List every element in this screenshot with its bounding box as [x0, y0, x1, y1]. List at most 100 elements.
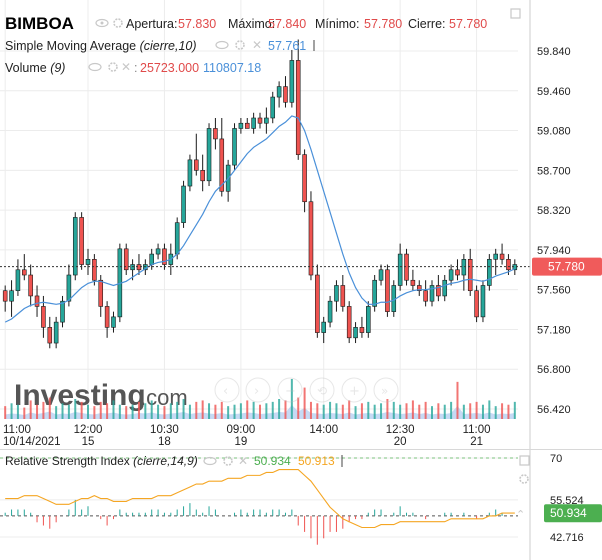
rsi-axis: 70 55.524 42.716 50.934: [544, 453, 602, 544]
rsi-settings-icon[interactable]: [519, 474, 529, 484]
volume-bar: [405, 403, 408, 419]
eye-pupil: [100, 21, 104, 25]
ohlc-close-label: Cierre:: [408, 17, 446, 31]
candle-body: [104, 306, 110, 328]
scroll-right-button[interactable]: [373, 377, 399, 403]
volume-colon: :: [134, 61, 137, 75]
volume-bar: [246, 400, 249, 419]
candle-body: [9, 290, 14, 302]
candle-layer: [2, 39, 518, 349]
candle: [219, 117, 225, 197]
volume-bar: [80, 401, 83, 419]
candle: [53, 316, 59, 349]
candle-body: [353, 327, 358, 339]
candle-body: [302, 154, 307, 203]
candle: [315, 264, 320, 338]
candle: [404, 248, 409, 286]
candle-body: [28, 274, 33, 297]
volume-bar: [163, 406, 166, 419]
nav-right-button[interactable]: [245, 377, 271, 403]
rsi-collapse-icon[interactable]: ⌃: [516, 508, 525, 521]
zoom-out-button[interactable]: [277, 377, 303, 403]
nav-left-button[interactable]: [214, 377, 240, 403]
eye-icon: [88, 62, 102, 72]
candle: [512, 259, 518, 276]
volume-bar: [431, 406, 433, 419]
sma-legend-icons[interactable]: ✕: [215, 38, 262, 52]
candle: [123, 243, 129, 276]
legend-expand-icon[interactable]: [510, 8, 521, 19]
close-icon: ✕: [252, 38, 262, 52]
candle-body: [397, 253, 403, 286]
volume-legend-icons[interactable]: ✕: [88, 60, 131, 74]
sma-value: 57.761: [268, 39, 306, 53]
candle: [455, 259, 460, 281]
candle: [295, 39, 301, 160]
candle-body: [15, 269, 21, 292]
candle: [353, 322, 358, 344]
candle-body: [283, 86, 288, 103]
candle: [200, 154, 205, 192]
ohlc-low-value: 57.780: [364, 17, 402, 31]
price-tick-label: 59.460: [537, 86, 571, 98]
volume-bar: [214, 404, 217, 419]
volume-bar: [87, 404, 89, 419]
candle: [79, 212, 84, 270]
volume-bar: [99, 401, 102, 419]
volume-bar: [227, 406, 230, 419]
volume-layer: [4, 379, 516, 419]
candle: [327, 295, 333, 328]
volume-bar: [195, 401, 198, 419]
candle-body: [506, 259, 511, 271]
volume-bar: [418, 404, 421, 419]
price-tick-label: 56.420: [537, 404, 571, 416]
watermark-brand: Investing: [14, 379, 146, 412]
volume-bar: [23, 407, 26, 419]
symbol-title: BIMBOA: [5, 14, 74, 33]
date-tick-label: 19: [234, 436, 247, 448]
candle-body: [474, 290, 479, 318]
gear-icon: [223, 456, 233, 466]
rsi-value-tag-text: 50.934: [550, 506, 587, 520]
candle-body: [162, 248, 167, 265]
volume-bar: [176, 401, 179, 419]
candle-body: [79, 217, 84, 265]
ohlc-close-value: 57.780: [449, 17, 487, 31]
ohlc-open-value: 57.830: [178, 17, 216, 31]
price-tick-label: 58.700: [537, 165, 571, 177]
volume-bar: [443, 404, 446, 419]
candle-body: [404, 253, 409, 281]
candle-body: [276, 86, 282, 98]
candle-body: [155, 248, 161, 255]
rsi-legend-icons[interactable]: ✕: [203, 454, 248, 468]
price-tick-label: 57.940: [537, 245, 571, 257]
candle: [410, 269, 416, 291]
legend-eye-icon[interactable]: [95, 18, 109, 28]
candle: [442, 275, 448, 302]
candle-body: [461, 259, 467, 276]
volume-bar: [507, 404, 510, 419]
candle-body: [512, 264, 518, 271]
volume-bar: [481, 404, 484, 419]
zoom-in-button[interactable]: [341, 377, 367, 403]
chevron-left-icon: ‹: [223, 384, 228, 399]
double-chevron-right-icon: »: [381, 384, 388, 398]
candle: [385, 264, 390, 317]
candle: [213, 117, 218, 150]
gear-icon: [519, 474, 529, 484]
volume-bar: [386, 399, 389, 419]
volume-bar: [137, 401, 140, 419]
candle: [270, 91, 276, 124]
candle: [34, 285, 40, 317]
zoom-in-icon: +: [349, 384, 360, 399]
volume-bar: [182, 399, 185, 419]
candle-body: [366, 306, 371, 333]
candle-body: [270, 96, 276, 119]
reset-icon: ⟲: [317, 384, 327, 398]
rsi-expand-icon[interactable]: [519, 455, 530, 466]
price-axis: 59.840 59.460 59.080 58.700 58.320 57.940 57.5…: [529, 0, 571, 560]
ohlc-low-label: Mínimo:: [315, 17, 359, 31]
legend-gear-icon[interactable]: [113, 18, 123, 28]
reset-button[interactable]: [309, 377, 335, 403]
